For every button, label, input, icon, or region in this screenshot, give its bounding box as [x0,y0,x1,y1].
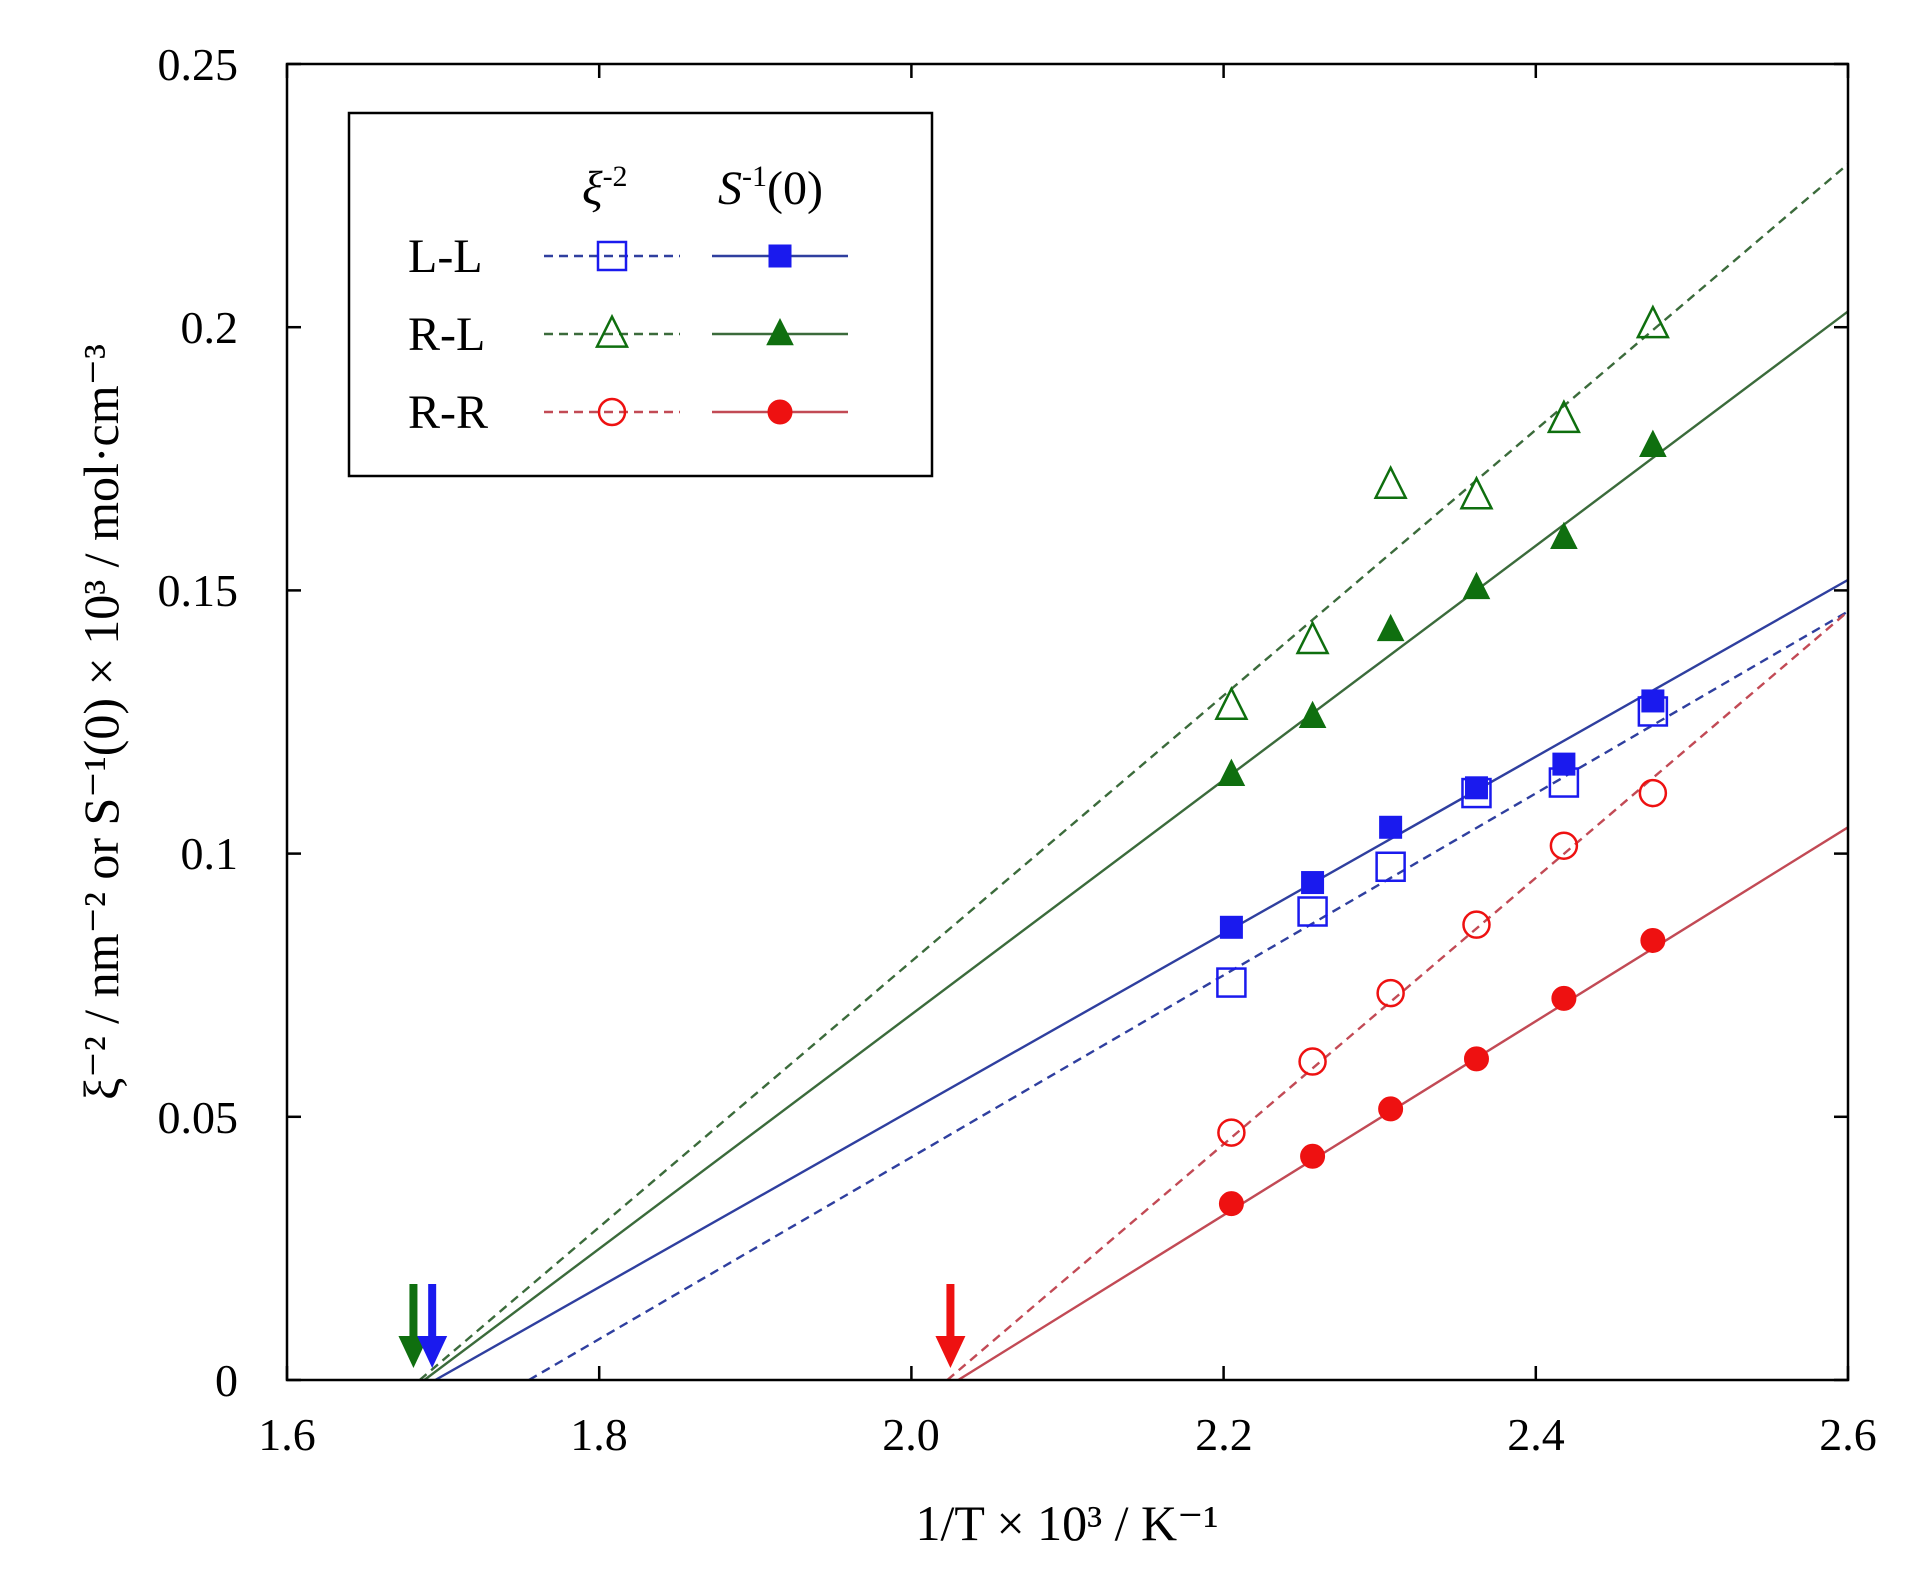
legend-samples [544,240,848,427]
legend-sample-l-l [544,240,848,272]
y-tick-label: 0.05 [158,1092,239,1143]
fit-line-r-l-xi [418,163,1848,1380]
legend-row-label: R-L [408,308,485,361]
data-point [1551,985,1577,1011]
data-point [1376,978,1405,1008]
legend-sample-r-r [544,397,848,427]
data-point [1216,967,1247,998]
data-point [1218,1191,1244,1217]
data-point [1298,1047,1327,1076]
y-tick-label: 0.25 [158,39,239,90]
y-axis-title: ξ⁻² / nm⁻² or S⁻¹(0) × 10³ / mol·cm⁻³ [73,344,129,1100]
arrow-red [935,1284,966,1368]
axis-ticks [285,62,1850,1382]
y-tick-label: 0.1 [181,828,239,879]
arrow-blue [417,1284,448,1368]
data-point [1638,778,1668,808]
data-point [1301,871,1325,895]
data-point [1639,429,1667,457]
data-point [1462,910,1491,939]
data-point [1217,758,1246,786]
data-point [1297,896,1328,927]
x-tick-label: 1.8 [570,1409,628,1460]
x-tick-label: 2.2 [1195,1409,1253,1460]
x-axis-title: 1/T × 10³ / K⁻¹ [915,1495,1218,1551]
plot-frame [285,62,1850,1382]
x-tick-label: 2.6 [1819,1409,1877,1460]
data-point [1298,700,1327,729]
series-r-l-s [1217,429,1667,786]
series-l-l-s [1219,689,1665,939]
legend-marker-s [768,244,792,268]
tc-arrows [398,1284,966,1368]
data-point [1550,521,1578,550]
arrow-green [398,1284,429,1368]
data-point [1459,475,1494,510]
legend-marker-s [767,399,793,425]
legend-box [347,111,934,478]
legend-sample-r-l [544,313,848,348]
data-point [1464,776,1488,800]
data-point [1378,1096,1404,1122]
legend-header-xi: ξ-2 [582,160,628,215]
x-tick-label: 2.4 [1507,1409,1565,1460]
data-point [1552,752,1576,776]
data-point [1217,1118,1246,1147]
data-point [1641,689,1665,713]
x-tick-label: 2.0 [882,1409,940,1460]
legend-row-label: L-L [408,230,483,283]
data-point [1546,399,1581,434]
y-tick-label: 0.15 [158,565,239,616]
legend-marker-xi [594,313,630,348]
data-point [1300,1143,1326,1169]
data-point [1379,815,1403,839]
legend-row-label: R-R [408,386,488,439]
data-markers [1214,304,1670,1217]
y-tick-labels: 0 0.05 0.1 0.15 0.2 0.25 [158,39,239,1406]
x-tick-labels: 1.6 1.8 2.0 2.2 2.4 2.6 [258,1409,1877,1460]
y-tick-label: 0 [215,1355,238,1406]
fit-line-r-r-s [957,826,1848,1380]
data-point [1375,851,1406,883]
legend-marker-xi [596,240,628,272]
fit-line-l-l-s [434,578,1848,1380]
data-point [1373,464,1408,499]
data-point [1635,304,1670,339]
data-point [1463,1046,1489,1072]
data-point [1462,571,1491,600]
series-r-r-s [1218,927,1666,1217]
data-point [1295,620,1330,655]
data-point [1376,613,1405,642]
legend-marker-s [766,318,794,346]
data-point [1549,831,1579,860]
y-tick-label: 0.2 [181,302,239,353]
x-tick-label: 1.6 [258,1409,316,1460]
data-point [1219,915,1243,939]
fit-line-r-l-s [423,310,1848,1380]
fit-line-r-r-xi [946,610,1848,1380]
legend-marker-xi [597,397,627,427]
series-r-l-xi [1214,304,1670,721]
series-r-r-xi [1217,778,1668,1147]
data-point [1640,927,1666,953]
legend: ξ-2 S-1(0) L-L R-L R-R [347,111,934,478]
data-point [1214,686,1249,721]
legend-header-s: S-1(0) [718,160,823,215]
fit-lines [418,163,1848,1380]
